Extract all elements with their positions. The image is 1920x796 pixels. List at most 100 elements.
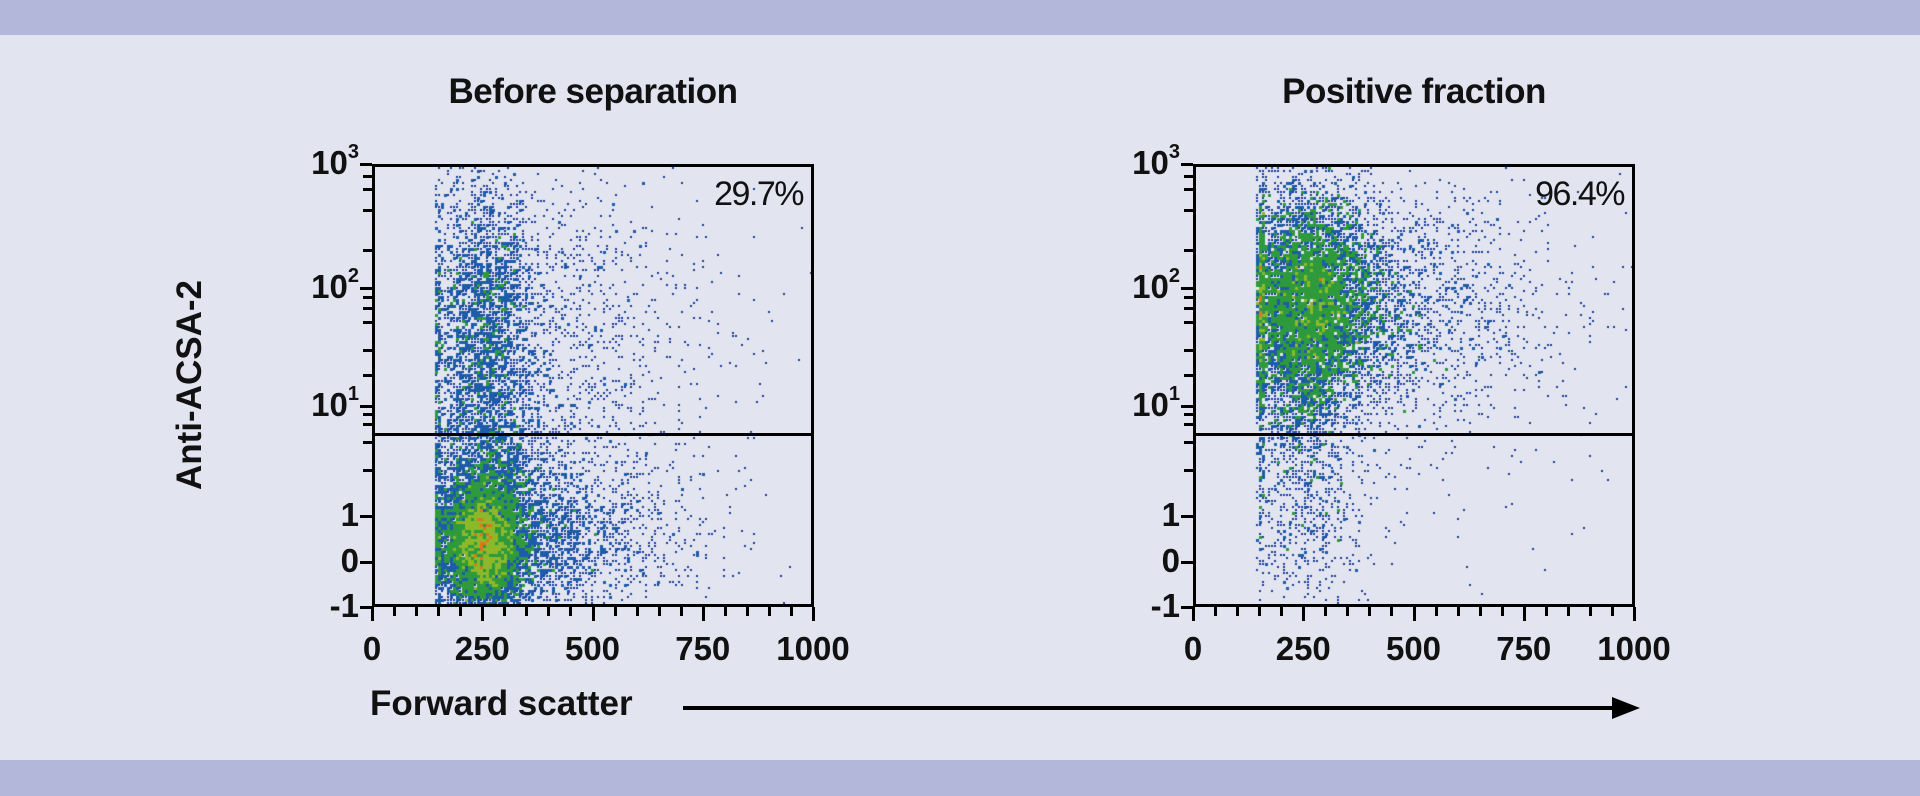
y-minor-tick — [363, 209, 372, 212]
x-minor-tick — [547, 607, 551, 616]
y-minor-tick — [1184, 374, 1193, 377]
x-minor-tick — [1500, 607, 1504, 616]
y-tick-label: 1 — [1161, 496, 1180, 533]
x-minor-tick — [415, 607, 419, 616]
x-minor-tick — [679, 607, 683, 616]
bottom-band — [0, 760, 1920, 796]
x-minor-tick — [1456, 607, 1460, 616]
y-minor-tick — [1184, 441, 1193, 444]
y-minor-tick — [363, 349, 372, 352]
x-minor-tick — [635, 607, 639, 616]
x-minor-tick — [745, 607, 749, 616]
x-minor-tick — [1566, 607, 1570, 616]
y-minor-tick — [363, 307, 372, 310]
x-axis-label: Forward scatter — [370, 684, 633, 723]
y-tick-label: 1 — [340, 496, 359, 533]
x-minor-tick — [1588, 607, 1592, 616]
y-minor-tick — [363, 374, 372, 377]
x-minor-tick — [569, 607, 573, 616]
x-tick-label: 1000 — [1597, 630, 1671, 667]
x-minor-tick — [723, 607, 727, 616]
y-tick-label: 103 — [311, 141, 359, 181]
x-major-tick — [701, 607, 705, 621]
x-tick-label: 0 — [1183, 630, 1203, 667]
y-major-tick — [360, 606, 372, 609]
y-major-tick — [360, 515, 372, 518]
x-major-tick — [812, 607, 815, 621]
density-scatter — [1196, 167, 1632, 604]
y-minor-tick — [363, 188, 372, 191]
y-minor-tick — [363, 469, 372, 472]
x-major-tick — [1412, 607, 1416, 621]
x-tick-label: 0 — [362, 630, 382, 667]
y-minor-tick — [1184, 321, 1193, 324]
y-tick-label: 103 — [1132, 141, 1180, 181]
x-minor-tick — [1544, 607, 1548, 616]
x-minor-tick — [503, 607, 507, 616]
y-tick-label: 101 — [311, 383, 359, 423]
y-minor-tick — [1184, 188, 1193, 191]
y-minor-tick — [363, 441, 372, 444]
y-minor-tick — [363, 413, 372, 416]
x-minor-tick — [1236, 607, 1240, 616]
x-minor-tick — [1324, 607, 1328, 616]
y-major-tick — [1181, 561, 1193, 564]
y-tick-label: -1 — [329, 587, 359, 624]
x-tick-label: 750 — [675, 630, 731, 667]
y-major-tick — [1181, 163, 1193, 166]
y-major-tick — [1181, 606, 1193, 609]
y-major-tick — [360, 561, 372, 564]
y-minor-tick — [1184, 349, 1193, 352]
panel-title-positive: Positive fraction — [1282, 72, 1546, 111]
y-axis-label: Anti-ACSA-2 — [170, 280, 209, 490]
x-major-tick — [481, 607, 485, 621]
y-major-tick — [1181, 405, 1193, 408]
x-minor-tick — [1280, 607, 1284, 616]
arrow-right-icon — [1612, 697, 1640, 719]
x-minor-tick — [1214, 607, 1218, 616]
y-major-tick — [360, 163, 372, 166]
x-major-tick — [1522, 607, 1526, 621]
x-minor-tick — [657, 607, 661, 616]
y-minor-tick — [1184, 209, 1193, 212]
x-major-tick — [1192, 607, 1195, 621]
y-major-tick — [360, 287, 372, 290]
y-tick-label: 0 — [340, 542, 359, 579]
x-minor-tick — [613, 607, 617, 616]
x-tick-label: 250 — [1275, 630, 1331, 667]
x-minor-tick — [767, 607, 771, 616]
x-minor-tick — [1258, 607, 1262, 616]
plot-positive-fraction: 96.4% — [1193, 164, 1635, 607]
y-tick-label: 102 — [1132, 265, 1180, 305]
x-tick-label: 1000 — [776, 630, 850, 667]
y-minor-tick — [1184, 423, 1193, 426]
x-tick-label: 750 — [1496, 630, 1552, 667]
x-minor-tick — [459, 607, 463, 616]
x-major-tick — [371, 607, 374, 621]
y-major-tick — [1181, 287, 1193, 290]
y-minor-tick — [363, 296, 372, 299]
y-minor-tick — [1184, 307, 1193, 310]
y-tick-label: 0 — [1161, 542, 1180, 579]
y-minor-tick — [363, 175, 372, 178]
gate-threshold-line — [375, 433, 811, 436]
y-minor-tick — [1184, 249, 1193, 252]
y-minor-tick — [1184, 413, 1193, 416]
x-major-tick — [1633, 607, 1636, 621]
density-scatter — [375, 167, 811, 604]
x-major-tick — [591, 607, 595, 621]
y-minor-tick — [1184, 296, 1193, 299]
x-minor-tick — [1390, 607, 1394, 616]
gate-threshold-line — [1196, 433, 1632, 436]
y-minor-tick — [363, 423, 372, 426]
x-tick-label: 250 — [454, 630, 510, 667]
top-band — [0, 0, 1920, 35]
x-minor-tick — [1368, 607, 1372, 616]
x-minor-tick — [1478, 607, 1482, 616]
x-minor-tick — [789, 607, 793, 616]
y-major-tick — [360, 405, 372, 408]
y-tick-label: 101 — [1132, 383, 1180, 423]
x-minor-tick — [1434, 607, 1438, 616]
y-minor-tick — [363, 249, 372, 252]
x-minor-tick — [437, 607, 441, 616]
